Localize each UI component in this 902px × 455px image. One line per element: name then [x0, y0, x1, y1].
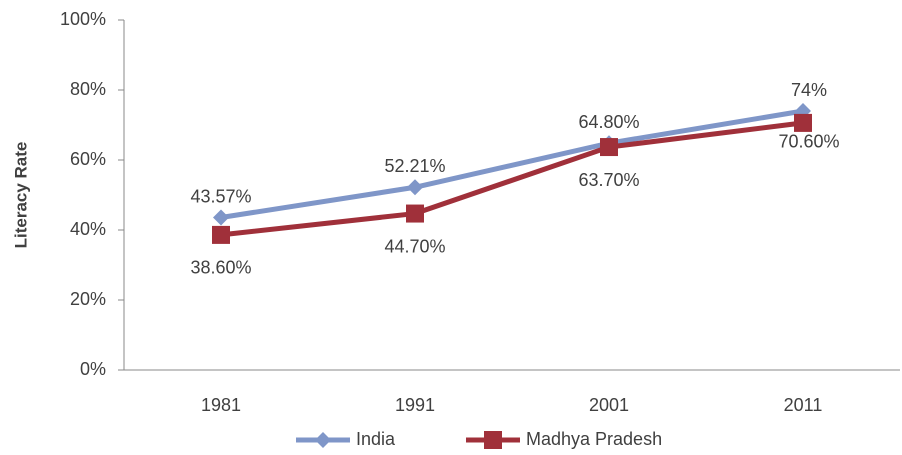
data-label: 44.70% [384, 236, 445, 256]
data-label: 70.60% [778, 132, 839, 152]
point [406, 204, 424, 223]
x-tick-label: 1991 [395, 395, 435, 415]
legend-marker [315, 432, 331, 448]
data-label: 52.21% [384, 156, 445, 176]
point [213, 209, 229, 226]
y-tick-label: 20% [70, 289, 106, 309]
data-label: 43.57% [190, 186, 251, 206]
legend-marker [484, 431, 502, 449]
x-tick-label: 1981 [201, 395, 241, 415]
data-label: 63.70% [578, 170, 639, 190]
point [407, 179, 423, 196]
y-tick-label: 0% [80, 359, 106, 379]
legend-label: India [356, 429, 396, 449]
series-line [220, 108, 804, 220]
series-line [220, 120, 804, 238]
y-tick-label: 40% [70, 219, 106, 239]
point [794, 113, 812, 132]
data-label: 38.60% [190, 258, 251, 278]
data-label: 74% [791, 80, 827, 100]
x-tick-label: 2011 [784, 395, 823, 415]
point [600, 138, 618, 157]
point [212, 225, 230, 244]
y-axis-label: Literacy Rate [11, 142, 30, 249]
data-label: 64.80% [578, 112, 639, 132]
x-tick-label: 2001 [589, 395, 629, 415]
y-tick-label: 60% [70, 149, 106, 169]
legend-label: Madhya Pradesh [526, 429, 662, 449]
y-tick-label: 100% [60, 9, 106, 29]
y-tick-label: 80% [70, 79, 106, 99]
